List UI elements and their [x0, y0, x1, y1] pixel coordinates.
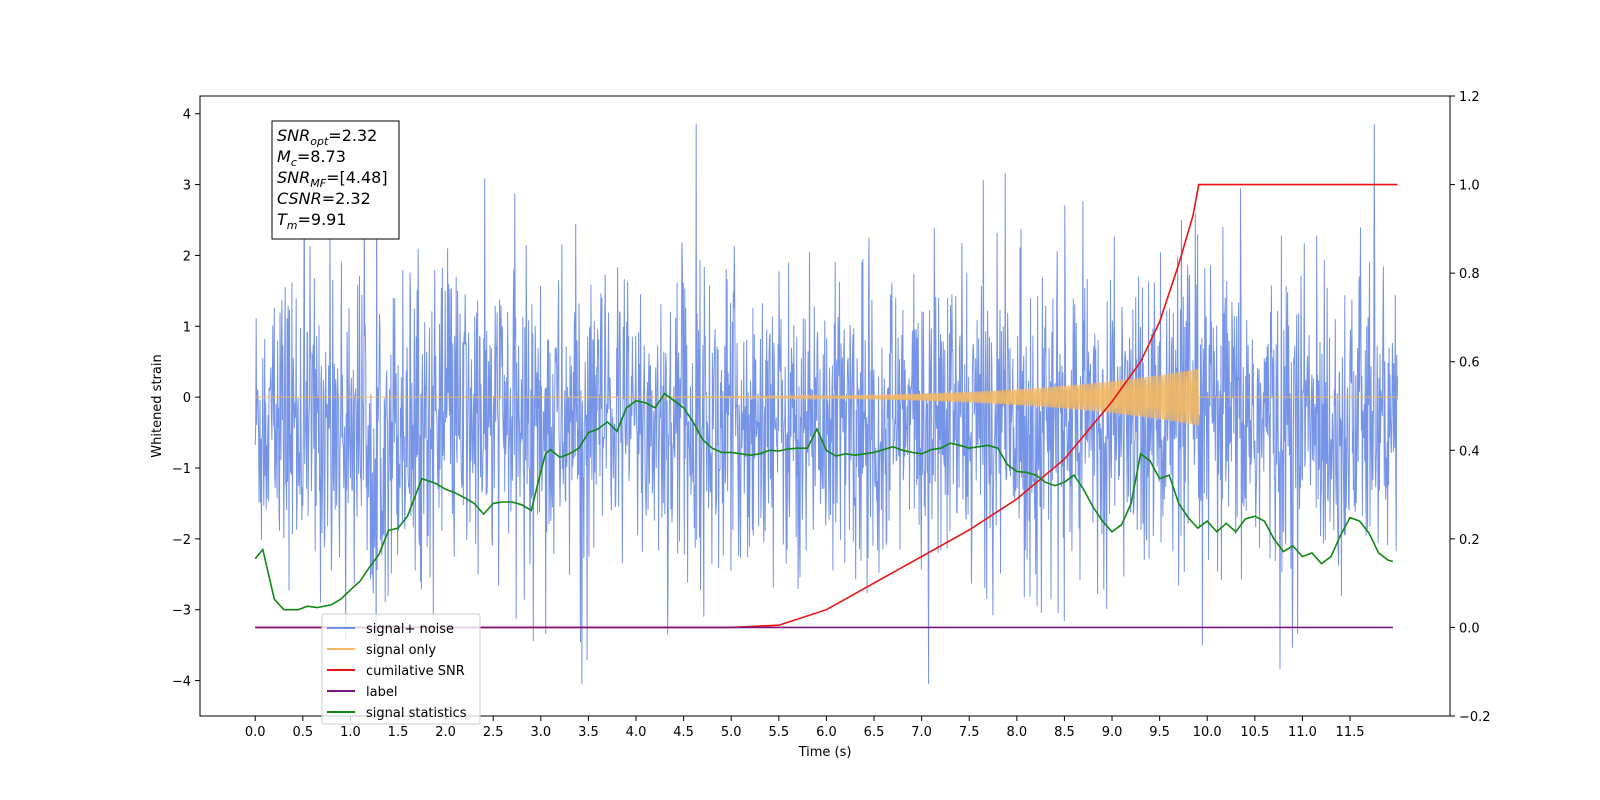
- x-tick-label: 6.0: [816, 725, 837, 740]
- legend-item-signal-only: signal only: [327, 643, 436, 658]
- legend: signal+ noise signal only cumilative SNR la…: [321, 613, 481, 725]
- x-tick-label: 4.5: [673, 725, 694, 740]
- x-tick-label: 10.5: [1240, 725, 1269, 740]
- annotation-line: SNRopt=2.32: [277, 126, 377, 148]
- x-tick-label: 10.0: [1193, 725, 1222, 740]
- x-tick-label: 1.5: [388, 725, 409, 740]
- x-tick-label: 7.0: [911, 725, 932, 740]
- annotation-line: SNRMF=[4.48]: [277, 168, 388, 190]
- legend-label: signal statistics: [366, 706, 467, 721]
- legend-item-label: label: [327, 685, 397, 700]
- y-tick-label: −4: [172, 675, 191, 690]
- y-tick-label: 3: [183, 179, 191, 194]
- x-tick-label: 11.0: [1288, 725, 1317, 740]
- x-tick-label: 3.0: [530, 725, 551, 740]
- annotation-line: Mc=8.73: [277, 147, 346, 169]
- x-tick-label: 2.5: [483, 725, 504, 740]
- annotation-frame: [271, 120, 400, 240]
- y2-tick-label: 1.0: [1459, 179, 1480, 194]
- x-tick-label: 1.0: [340, 725, 361, 740]
- x-tick-label: 11.5: [1336, 725, 1365, 740]
- annotation-line: Tm=9.91: [277, 210, 347, 232]
- x-tick-label: 8.5: [1054, 725, 1075, 740]
- y-tick-label: −3: [172, 604, 191, 619]
- legend-frame: [321, 613, 481, 725]
- plot-area: [254, 124, 1399, 685]
- x-tick-label: 0.5: [292, 725, 313, 740]
- legend-label: label: [366, 685, 397, 700]
- y2-tick-label: −0.2: [1459, 710, 1491, 725]
- legend-item-signal-noise: signal+ noise: [327, 622, 454, 637]
- x-tick-label: 5.0: [721, 725, 742, 740]
- x-tick-label: 7.5: [959, 725, 980, 740]
- x-tick-label: 5.5: [768, 725, 789, 740]
- x-tick-label: 3.5: [578, 725, 599, 740]
- x-tick-label: 9.5: [1149, 725, 1170, 740]
- x-tick-label: 4.0: [626, 725, 647, 740]
- y-axis-left: 4 3 2 1 0 −1 −2 −3 −4: [172, 108, 200, 690]
- x-tick-label: 9.0: [1102, 725, 1123, 740]
- plot-frame: [199, 95, 1451, 717]
- y-tick-label: 2: [183, 249, 191, 264]
- legend-label: cumilative SNR: [366, 664, 465, 679]
- y-axis-right: 1.2 1.0 0.8 0.6 0.4 0.2 0.0 −0.2: [1450, 90, 1491, 725]
- series-signal-noise: [254, 124, 1399, 685]
- series-signal-statistics: [254, 392, 1394, 611]
- legend-item-signal-statistics: signal statistics: [327, 706, 467, 721]
- y-tick-label: 1: [183, 320, 191, 335]
- y-tick-label: −1: [172, 462, 191, 477]
- y-tick-label: 0: [183, 391, 191, 406]
- y2-tick-label: 0.4: [1459, 444, 1480, 459]
- x-axis: 0.0 0.5 1.0 1.5 2.0 2.5 3.0 3.5 4.0 4.5 5.0 5.5 6.0 6…: [245, 716, 1365, 740]
- legend-label: signal+ noise: [366, 622, 454, 637]
- y2-tick-label: 1.2: [1459, 90, 1480, 105]
- y2-tick-label: 0.2: [1459, 533, 1480, 548]
- x-tick-label: 8.0: [1006, 725, 1027, 740]
- y-tick-label: −2: [172, 533, 191, 548]
- legend-item-cumilative-snr: cumilative SNR: [327, 664, 465, 679]
- x-axis-label: Time (s): [798, 745, 852, 760]
- x-tick-label: 2.0: [435, 725, 456, 740]
- y-axis-label: Whitened strain: [150, 354, 165, 457]
- y2-tick-label: 0.6: [1459, 356, 1480, 371]
- series-signal-only: [255, 368, 1398, 426]
- x-tick-label: 0.0: [245, 725, 266, 740]
- annotation-line: CSNR=2.32: [277, 189, 371, 208]
- legend-label: signal only: [366, 643, 436, 658]
- y2-tick-label: 0.8: [1459, 267, 1480, 282]
- y2-tick-label: 0.0: [1459, 621, 1480, 636]
- x-tick-label: 6.5: [864, 725, 885, 740]
- y-tick-label: 4: [183, 108, 191, 123]
